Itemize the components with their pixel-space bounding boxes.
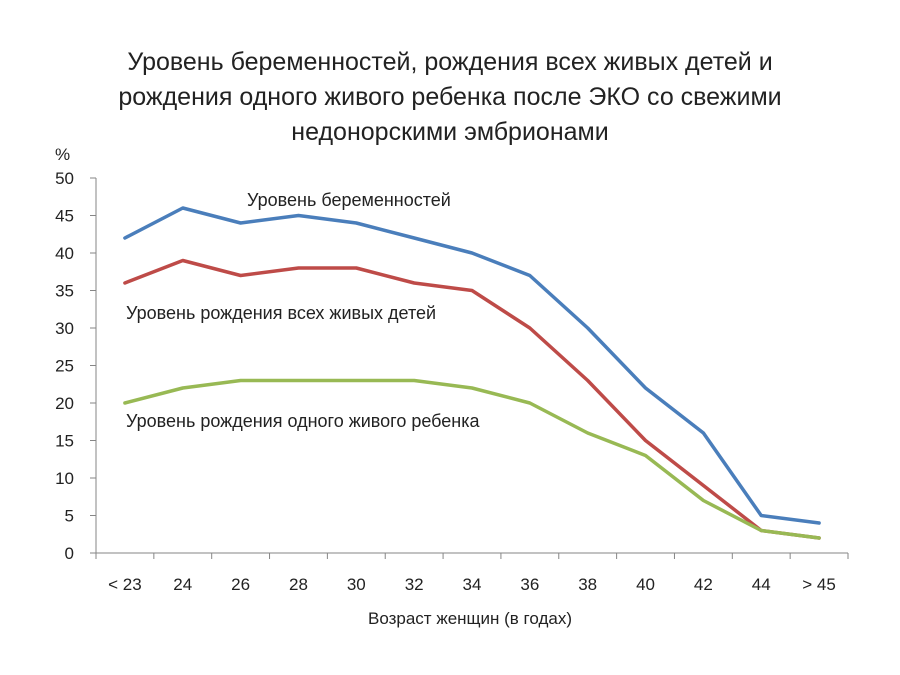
series-labels: Уровень беременностей Уровень рождения в…	[126, 190, 481, 431]
y-tick-label: 50	[55, 169, 74, 188]
chart-title: Уровень беременностей, рождения всех жив…	[118, 48, 781, 146]
y-tick-label: 35	[55, 282, 74, 301]
y-tick-label: 10	[55, 469, 74, 488]
x-tick-label: > 45	[802, 575, 836, 594]
series-line-2	[123, 378, 821, 540]
y-tick-label: 40	[55, 244, 74, 263]
y-tick-label: 30	[55, 319, 74, 338]
y-tick-label: 20	[55, 394, 74, 413]
series-label-live-births: Уровень рождения всех живых детей	[126, 303, 436, 323]
x-tick-label: 36	[520, 575, 539, 594]
x-tick-label: 24	[173, 575, 192, 594]
x-tick-label: 32	[405, 575, 424, 594]
y-tick-label: 45	[55, 207, 74, 226]
series-line-1	[123, 258, 821, 540]
x-tick-label: 30	[347, 575, 366, 594]
y-tick-label: 5	[65, 507, 74, 526]
series-lines	[123, 206, 821, 540]
y-tick-label: 15	[55, 432, 74, 451]
x-axis-ticks: < 23 24 26 28 30 32 34 36 38 40 42 44 > 45	[95, 553, 849, 594]
x-tick-label: 44	[752, 575, 771, 594]
x-tick-label: < 23	[108, 575, 142, 594]
series-label-single-live-birth: Уровень рождения одного живого ребенка	[126, 411, 481, 431]
x-tick-label: 28	[289, 575, 308, 594]
x-tick-label: 38	[578, 575, 597, 594]
y-axis-unit-label: %	[55, 145, 70, 164]
chart-title-line-1: Уровень беременностей, рождения всех жив…	[127, 48, 772, 76]
chart-title-line-2: рождения одного живого ребенка после ЭКО…	[118, 83, 781, 111]
y-tick-label: 25	[55, 357, 74, 376]
x-tick-label: 42	[694, 575, 713, 594]
axes	[95, 178, 848, 554]
series-label-pregnancy: Уровень беременностей	[247, 190, 451, 210]
chart-title-line-3: недонорскими эмбрионами	[291, 118, 608, 146]
series-line-0	[123, 206, 821, 525]
x-tick-label: 26	[231, 575, 250, 594]
y-tick-label: 0	[65, 544, 74, 563]
x-tick-label: 40	[636, 575, 655, 594]
x-axis-title: Возраст женщин (в годах)	[368, 609, 572, 628]
x-tick-label: 34	[463, 575, 482, 594]
y-axis-ticks: 0 5 10 15 20 25 30 35 40 45 50	[55, 169, 96, 563]
